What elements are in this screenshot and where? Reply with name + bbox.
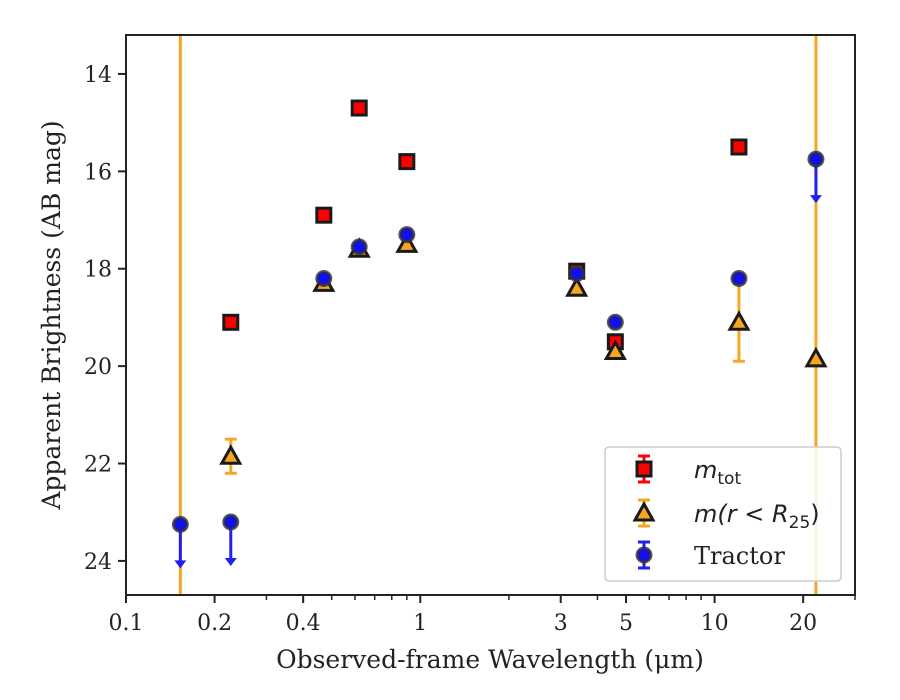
x-tick-label: 20 (789, 611, 817, 636)
data-point-triangle (219, 444, 243, 465)
y-tick-label: 22 (84, 453, 112, 478)
plot-frame (125, 34, 856, 596)
data-point-triangle (603, 339, 627, 361)
y-tick-label: 16 (84, 160, 112, 185)
series-triangle (219, 232, 828, 475)
x-tick-label: 1 (413, 611, 427, 636)
legend-item-circle: Tractor (635, 540, 785, 570)
y-axis-label: Apparent Brightness (AB mag) (37, 120, 66, 510)
data-point-circle (730, 269, 748, 287)
data-point-square (398, 153, 416, 171)
upper-limit-arrowhead (174, 560, 187, 569)
legend-item-triangle: m(r < R25) (632, 498, 820, 533)
x-tick-label: 5 (619, 611, 633, 636)
data-point-circle (222, 513, 240, 531)
data-point-triangle (565, 276, 589, 297)
y-tick-label: 24 (84, 550, 112, 575)
data-point-triangle (727, 310, 751, 331)
legend-label: mtot (694, 456, 741, 489)
data-point-triangle (395, 232, 419, 253)
legend-marker-square (635, 460, 653, 478)
data-point-square (730, 138, 748, 156)
data-point-triangle (804, 346, 828, 368)
y-tick-label: 14 (84, 63, 112, 88)
data-point-square (350, 99, 368, 117)
x-tick-label: 0.2 (197, 611, 232, 636)
x-tick-label: 0.1 (109, 611, 144, 636)
legend-marker-triangle (632, 500, 656, 522)
data-point-square (222, 313, 240, 331)
x-tick-label: 0.4 (286, 611, 321, 636)
data-point-circle (315, 269, 333, 287)
data-point-circle (606, 313, 624, 331)
data-point-circle (350, 238, 368, 256)
data-point-circle (568, 265, 586, 283)
y-tick-label: 18 (84, 258, 112, 283)
legend-label: m(r < R25) (694, 500, 820, 533)
series-circle (171, 150, 825, 569)
y-tick-label: 20 (84, 355, 112, 380)
axes: 0.1 0.2 0.4 1 3 5 10 20 14 16 18 20 22 24 (84, 34, 856, 636)
legend-box (604, 446, 842, 582)
upper-limit-arrowhead (224, 557, 237, 566)
data-point-circle (398, 226, 416, 244)
data-point-circle (171, 515, 189, 533)
data-point-circle (807, 150, 825, 168)
x-tick-label: 10 (701, 611, 729, 636)
data-point-square (315, 206, 333, 224)
legend-item-square: mtot (635, 454, 741, 489)
plot-area (171, 35, 828, 595)
legend-marker-circle (635, 546, 653, 564)
x-tick-label: 3 (554, 611, 568, 636)
x-axis-label: Observed-frame Wavelength (μm) (276, 645, 704, 674)
upper-limit-arrowhead (809, 195, 822, 204)
series-square (222, 99, 748, 351)
legend: mtot m(r < R25) Tractor (604, 446, 842, 582)
legend-label: Tractor (694, 542, 785, 570)
